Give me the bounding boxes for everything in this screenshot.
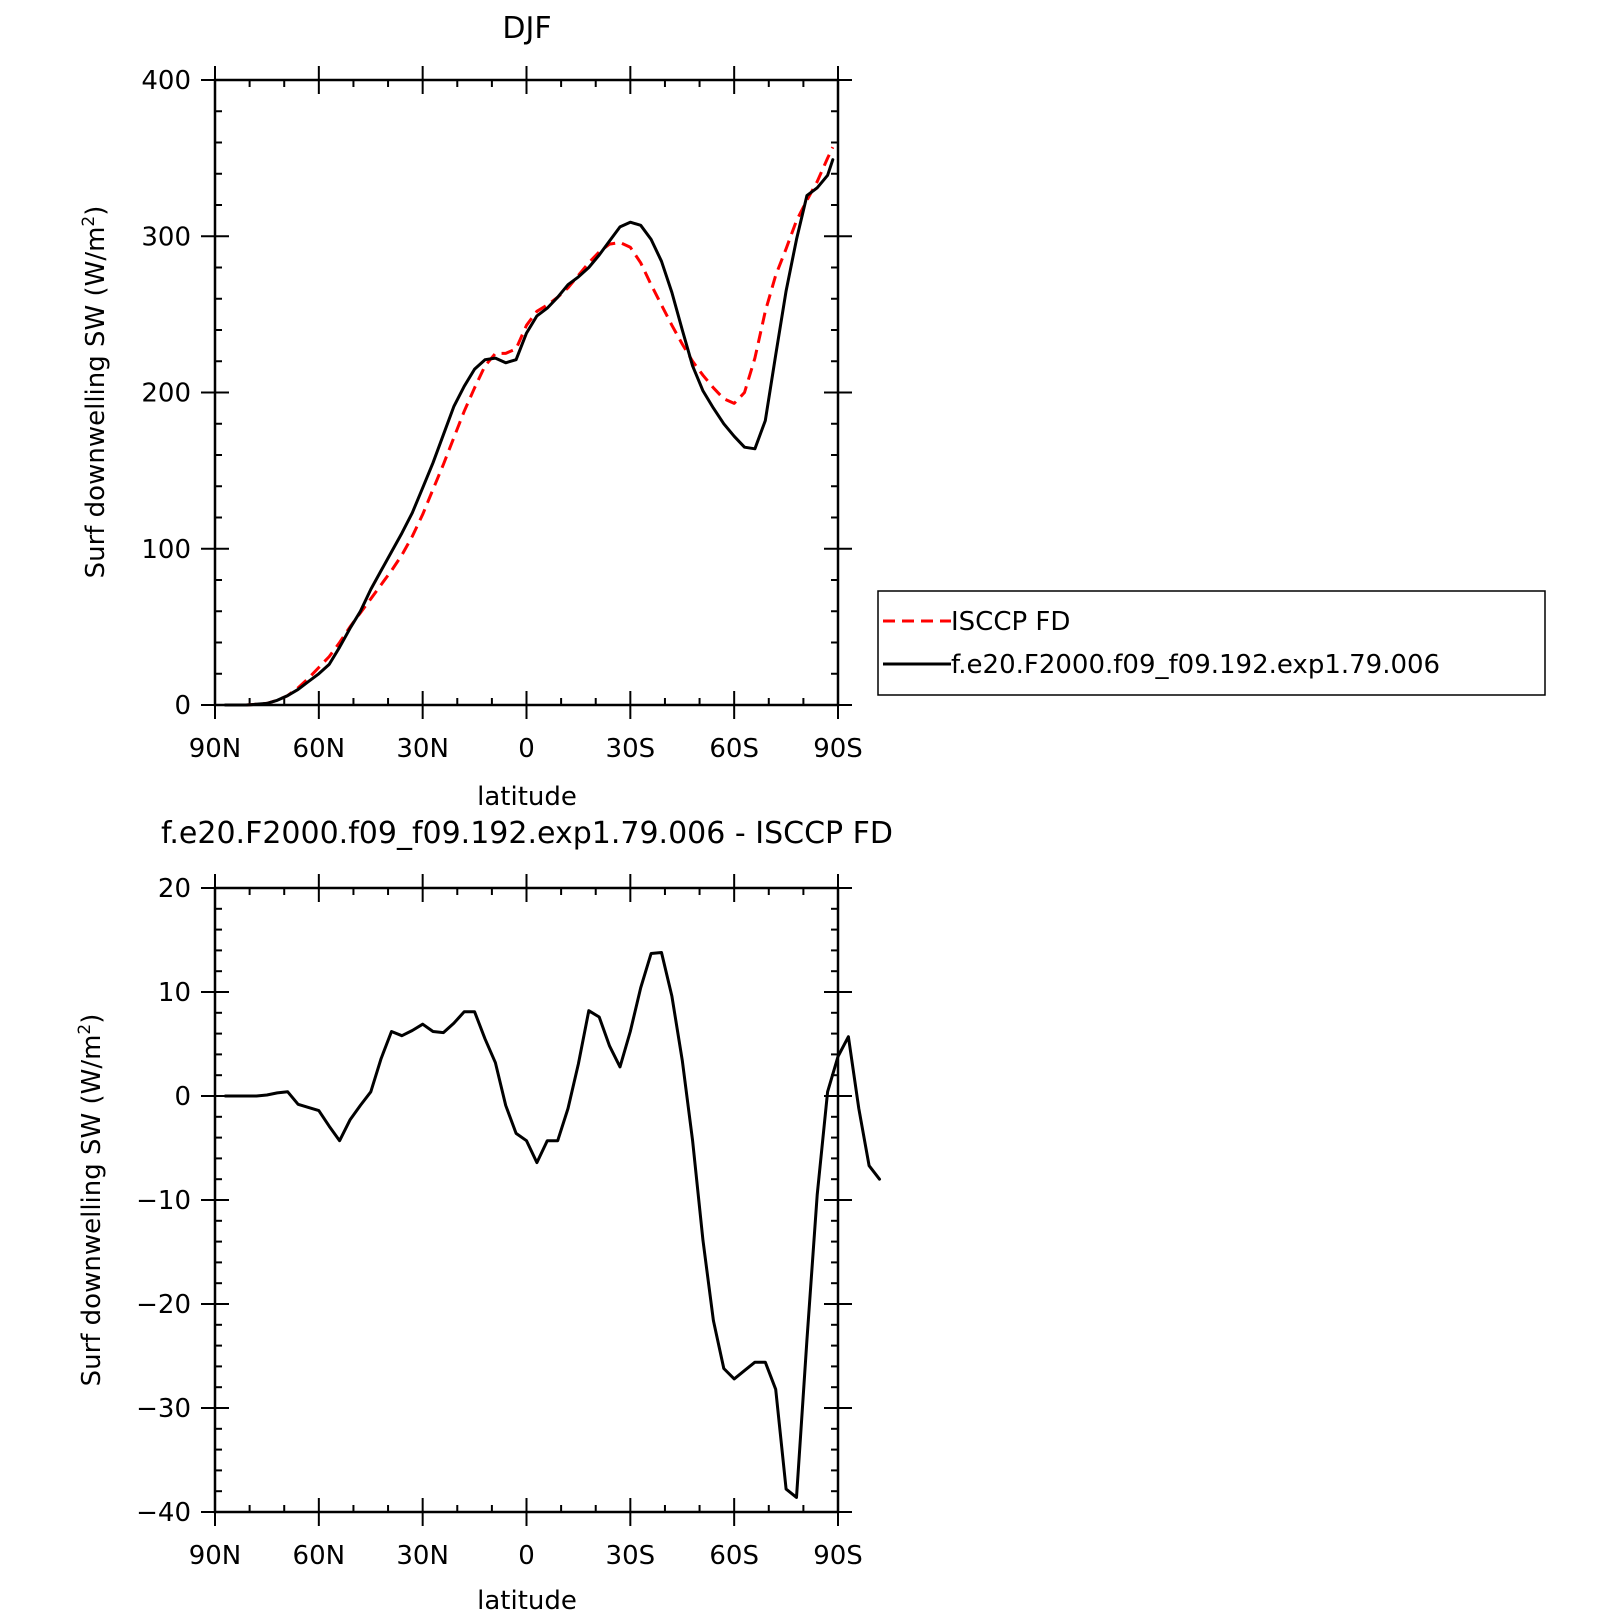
bottom-x-tick-label: 60S <box>709 1541 759 1571</box>
bottom-y-tick-label: 0 <box>174 1082 191 1112</box>
bottom-x-tick-label: 30N <box>396 1541 449 1571</box>
top-y-tick-label: 200 <box>141 379 191 409</box>
top-panel: DJF 90N 60N 30N 0 30S 60S 90S 0 100 200 300 400 lat… <box>79 11 863 812</box>
top-plot-frame <box>213 78 840 707</box>
legend-label-model: f.e20.F2000.f09_f09.192.exp1.79.006 <box>951 650 1440 680</box>
top-x-tick-label: 90N <box>189 734 242 764</box>
bottom-x-tick-label: 30S <box>606 1541 656 1571</box>
bottom-x-axis-label: latitude <box>477 1586 577 1613</box>
top-x-tick-label: 60N <box>293 734 346 764</box>
bottom-y-tick-label: 10 <box>158 978 191 1008</box>
top-series-line-2 <box>223 158 835 707</box>
legend-label-isccp: ISCCP FD <box>951 607 1070 637</box>
top-y-tick-label: 0 <box>174 691 191 721</box>
bottom-y-axis-label: Surf downwelling SW (W/m2) <box>75 1014 107 1387</box>
top-x-tick-label: 90S <box>813 734 863 764</box>
bottom-tick-labels: 90N 60N 30N 0 30S 60S 90S −40 −30 −20 −10 0 10 20 <box>136 874 863 1571</box>
bottom-panel: f.e20.F2000.f09_f09.192.exp1.79.006 - IS… <box>75 816 893 1613</box>
top-y-axis-label: Surf downwelling SW (W/m2) <box>79 206 111 579</box>
bottom-x-tick-label: 60N <box>293 1541 346 1571</box>
bottom-chart-title: f.e20.F2000.f09_f09.192.exp1.79.006 - IS… <box>161 816 893 851</box>
bottom-y-tick-label: −30 <box>136 1394 191 1424</box>
top-chart-title: DJF <box>502 11 551 46</box>
bottom-series-layer <box>223 951 881 1499</box>
top-x-tick-label: 30S <box>606 734 656 764</box>
bottom-series-line-1 <box>223 951 881 1499</box>
top-x-axis-label: latitude <box>477 782 577 812</box>
top-x-tick-label: 30N <box>396 734 449 764</box>
bottom-x-tick-label: 90S <box>813 1541 863 1571</box>
legend-box <box>877 590 1546 696</box>
top-series-line-1 <box>225 146 835 707</box>
top-ticks <box>201 66 852 719</box>
top-x-tick-label: 0 <box>518 734 535 764</box>
top-series-layer <box>223 146 835 707</box>
top-tick-labels: 90N 60N 30N 0 30S 60S 90S 0 100 200 300 400 <box>141 66 862 764</box>
top-y-tick-label: 100 <box>141 535 191 565</box>
bottom-ticks <box>201 874 852 1526</box>
top-x-tick-label: 60S <box>709 734 759 764</box>
bottom-y-tick-label: −20 <box>136 1290 191 1320</box>
bottom-y-tick-label: 20 <box>158 874 191 904</box>
bottom-x-tick-label: 90N <box>189 1541 242 1571</box>
legend: ISCCP FD f.e20.F2000.f09_f09.192.exp1.79… <box>877 590 1546 696</box>
bottom-x-tick-label: 0 <box>518 1541 535 1571</box>
top-y-tick-label: 400 <box>141 66 191 96</box>
top-y-tick-label: 300 <box>141 222 191 252</box>
bottom-y-tick-label: −40 <box>136 1498 191 1528</box>
bottom-y-tick-label: −10 <box>136 1186 191 1216</box>
bottom-plot-frame <box>213 886 840 1514</box>
